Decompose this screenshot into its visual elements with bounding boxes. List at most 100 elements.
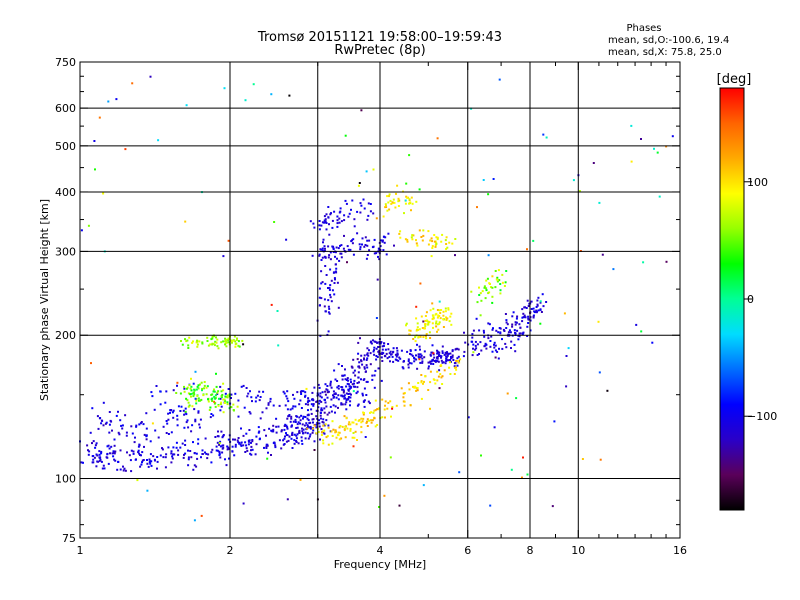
echo-point [284,435,286,438]
echo-point [385,352,388,355]
echo-point [372,245,375,248]
echo-point [476,301,479,304]
echo-point [192,395,195,398]
echo-point [352,390,355,393]
echo-point [406,350,409,353]
echo-point [353,369,356,372]
echo-point [272,428,275,431]
echo-point [165,420,168,422]
echo-point [331,442,334,445]
echo-point [391,201,394,204]
echo-point [418,356,421,359]
echo-point [386,209,389,212]
echo-point [410,196,413,199]
echo-point [373,346,376,349]
echo-point [476,343,479,346]
echo-point [98,116,101,119]
echo-point [327,305,330,308]
echo-point [436,379,439,382]
echo-point [422,234,425,237]
echo-point [238,442,241,445]
echo-point [112,450,115,453]
echo-point [505,346,508,349]
echo-point [413,386,416,389]
echo-point [315,409,318,412]
echo-point [329,405,332,408]
echo-point [497,269,500,272]
echo-point [401,366,404,369]
echo-point [320,396,323,399]
echo-point [225,338,228,341]
echo-point [170,461,173,464]
echo-point [290,425,293,428]
echo-point [445,356,448,359]
echo-point [381,348,384,351]
echo-point [223,402,226,404]
echo-point [218,450,221,453]
echo-point [445,317,448,320]
echo-point [565,355,568,357]
echo-point [445,243,448,245]
echo-point [187,405,190,408]
echo-point [540,311,543,313]
echo-point [387,401,390,404]
echo-point [333,282,336,284]
echo-point [118,433,121,436]
echo-point [493,346,496,349]
echo-point [196,345,199,348]
echo-point [406,238,409,241]
echo-point [210,461,213,464]
echo-point [427,365,430,368]
echo-point [150,391,153,394]
echo-point [598,371,601,374]
echo-point [390,202,393,205]
echo-point [327,311,330,314]
echo-point [266,457,269,460]
echo-point [258,430,261,433]
echo-point [478,353,480,355]
echo-point [355,423,358,426]
echo-point [323,432,326,435]
echo-point [267,403,270,406]
echo-point [492,178,495,180]
echo-point [88,450,91,453]
echo-point [494,356,497,359]
echo-point [440,309,443,311]
echo-point [535,306,538,308]
echo-point [402,396,405,399]
echo-point [196,385,199,388]
echo-point [397,200,400,203]
echo-point [325,228,328,231]
echo-point [256,394,259,397]
echo-point [297,421,300,424]
echo-point [330,279,333,282]
echo-point [149,75,152,78]
echo-point [553,420,556,423]
echo-point [439,373,442,376]
echo-point [512,311,515,314]
echo-point [436,316,439,319]
echo-point [237,344,240,347]
echo-point [421,327,424,329]
echo-point [307,397,310,400]
echo-point [322,424,325,427]
echo-point [534,311,536,314]
echo-point [323,424,326,427]
echo-point [378,349,381,352]
echo-point [486,277,489,280]
echo-point [438,300,441,303]
echo-point [338,259,341,262]
echo-point [255,443,258,446]
echo-point [89,431,92,434]
echo-point [219,445,222,448]
echo-point [658,195,661,198]
echo-point [195,399,198,402]
echo-point [328,288,331,291]
echo-point [218,443,221,446]
echo-point [176,414,179,417]
echo-point [189,387,192,390]
echo-point [156,467,158,470]
echo-point [191,341,194,344]
echo-point [442,361,445,364]
echo-point [432,353,435,356]
